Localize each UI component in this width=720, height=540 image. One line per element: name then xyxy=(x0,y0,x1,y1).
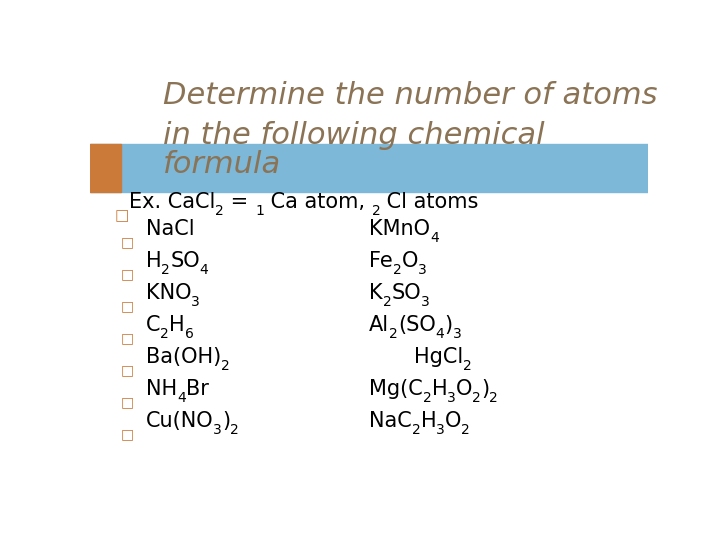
Text: K: K xyxy=(369,284,382,303)
Text: H: H xyxy=(431,380,447,400)
Text: O: O xyxy=(402,251,418,271)
Text: (SO: (SO xyxy=(398,315,436,335)
Text: SO: SO xyxy=(392,284,421,303)
Text: 4: 4 xyxy=(430,231,438,245)
Text: ): ) xyxy=(222,411,230,431)
Text: 3: 3 xyxy=(192,295,200,309)
Text: NH: NH xyxy=(145,380,177,400)
Text: Br: Br xyxy=(186,380,209,400)
Text: □: □ xyxy=(121,267,134,281)
Text: 2: 2 xyxy=(230,423,239,437)
Text: Fe: Fe xyxy=(369,251,392,271)
Text: □: □ xyxy=(121,332,134,345)
Text: 2: 2 xyxy=(472,392,481,406)
Text: 2: 2 xyxy=(161,327,169,341)
Text: Al: Al xyxy=(369,315,389,335)
Text: 3: 3 xyxy=(418,263,427,277)
Text: SO: SO xyxy=(170,251,200,271)
Text: Ba(OH): Ba(OH) xyxy=(145,347,221,367)
Text: 2: 2 xyxy=(221,359,230,373)
Text: H: H xyxy=(169,315,184,335)
Text: 3: 3 xyxy=(213,423,222,437)
Text: □: □ xyxy=(121,363,134,377)
Text: 2: 2 xyxy=(489,392,498,406)
Text: 2: 2 xyxy=(389,327,398,341)
Text: Determine the number of atoms: Determine the number of atoms xyxy=(163,82,657,111)
Text: KMnO: KMnO xyxy=(369,219,430,239)
Text: 2: 2 xyxy=(382,295,392,309)
Text: H: H xyxy=(420,411,436,431)
Text: HgCl: HgCl xyxy=(413,347,463,367)
Text: 3: 3 xyxy=(447,392,456,406)
Text: O: O xyxy=(445,411,462,431)
Text: 6: 6 xyxy=(184,327,194,341)
Text: ): ) xyxy=(481,380,489,400)
Text: 3: 3 xyxy=(452,327,462,341)
Text: ): ) xyxy=(444,315,452,335)
Text: □: □ xyxy=(121,395,134,409)
Text: □: □ xyxy=(121,235,134,249)
Text: □: □ xyxy=(115,208,130,223)
Text: Cu(NO: Cu(NO xyxy=(145,411,213,431)
Text: 2: 2 xyxy=(215,204,224,218)
Text: =: = xyxy=(224,192,255,212)
Text: H: H xyxy=(145,251,161,271)
Text: 2: 2 xyxy=(462,423,470,437)
Text: 1: 1 xyxy=(255,204,264,218)
Text: NaC: NaC xyxy=(369,411,412,431)
Text: □: □ xyxy=(121,427,134,441)
Text: 2: 2 xyxy=(392,263,402,277)
Text: NaCl: NaCl xyxy=(145,219,194,239)
Text: 3: 3 xyxy=(436,423,445,437)
Text: Ca atom,: Ca atom, xyxy=(264,192,372,212)
Text: C: C xyxy=(145,315,161,335)
Text: 2: 2 xyxy=(372,204,380,218)
Text: □: □ xyxy=(121,299,134,313)
Text: Ex. CaCl: Ex. CaCl xyxy=(129,192,215,212)
Text: O: O xyxy=(456,380,472,400)
Text: 4: 4 xyxy=(177,392,186,406)
Text: 3: 3 xyxy=(421,295,430,309)
Text: 2: 2 xyxy=(412,423,420,437)
Text: KNO: KNO xyxy=(145,284,192,303)
FancyBboxPatch shape xyxy=(90,144,121,192)
Text: 4: 4 xyxy=(436,327,444,341)
Text: formula: formula xyxy=(163,150,281,179)
Text: in the following chemical: in the following chemical xyxy=(163,121,544,150)
Text: 2: 2 xyxy=(423,392,431,406)
Text: 2: 2 xyxy=(463,359,472,373)
FancyBboxPatch shape xyxy=(90,144,648,192)
Text: 4: 4 xyxy=(200,263,209,277)
Text: Cl atoms: Cl atoms xyxy=(380,192,479,212)
Text: 2: 2 xyxy=(161,263,170,277)
Text: Mg(C: Mg(C xyxy=(369,380,423,400)
